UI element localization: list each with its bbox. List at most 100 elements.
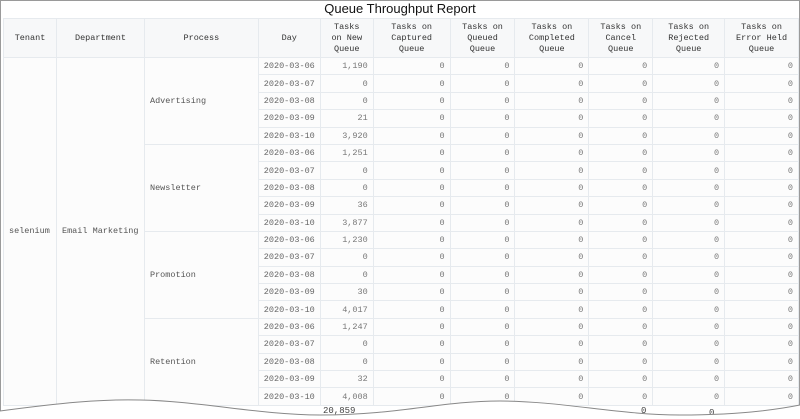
day-cell: 2020-03-08 (257, 178, 321, 198)
captured-queue-cell: 0 (372, 370, 451, 389)
new-queue-cell: 0 (319, 352, 374, 372)
cancel-queue-cell: 0 (588, 265, 654, 285)
column-header[interactable]: Tasks on Captured Queue (372, 18, 451, 58)
error-held-queue-cell: 0 (724, 178, 799, 198)
cancel-queue-cell: 0 (588, 143, 654, 163)
cancel-queue-cell: 0 (588, 213, 654, 232)
completed-queue-cell: 0 (514, 213, 590, 232)
completed-queue-cell: 0 (514, 370, 590, 389)
rejected-queue-cell: 0 (652, 196, 726, 215)
error-held-queue-cell: 0 (724, 91, 799, 111)
completed-queue-cell: 0 (514, 196, 590, 215)
error-held-queue-cell: 0 (724, 126, 799, 145)
error-held-queue-cell: 0 (724, 370, 799, 389)
new-queue-cell: 3,920 (319, 126, 374, 145)
captured-queue-cell: 0 (372, 196, 451, 215)
table-row: 2020-03-10 4,008 0 0 0 0 0 0 (4, 387, 799, 406)
cancel-queue-cell: 0 (588, 74, 654, 93)
column-header[interactable]: Tasks on Cancel Queue (588, 18, 654, 58)
rejected-queue-cell: 0 (652, 352, 726, 372)
rejected-queue-cell: 0 (652, 335, 726, 354)
column-header[interactable]: Tasks on New Queue (319, 18, 374, 58)
new-queue-cell: 0 (319, 335, 374, 354)
captured-queue-cell: 0 (372, 335, 451, 354)
day-cell: 2020-03-06 (257, 56, 321, 76)
column-header[interactable]: Tasks on Error Held Queue (724, 18, 799, 58)
new-queue-cell: 3,877 (319, 213, 374, 232)
column-header[interactable]: Process (143, 18, 259, 58)
cancel-queue-cell: 0 (588, 196, 654, 215)
completed-queue-cell: 0 (514, 74, 590, 93)
captured-queue-cell: 0 (372, 74, 451, 93)
day-cell: 2020-03-08 (257, 265, 321, 285)
cancel-queue-cell: 0 (588, 335, 654, 354)
tenant-cell: selenium (3, 57, 57, 406)
new-queue-cell: 0 (319, 74, 374, 93)
table-row: 2020-03-08 0 0 0 0 0 0 0 (4, 91, 799, 111)
captured-queue-cell: 0 (372, 248, 451, 267)
column-header[interactable]: Department (55, 18, 145, 58)
error-held-queue-cell: 0 (724, 143, 799, 163)
table-row: selenium Email Marketing Advertising 2020-0… (3, 56, 799, 406)
rejected-queue-cell: 0 (652, 213, 726, 232)
table-row: 2020-03-07 0 0 0 0 0 0 0 (4, 161, 799, 180)
captured-queue-cell: 0 (372, 143, 451, 163)
captured-queue-cell: 0 (372, 161, 451, 180)
day-cell: 2020-03-07 (257, 74, 321, 93)
queued-queue-cell: 0 (449, 248, 516, 267)
total-new-queue: 20,859 (323, 406, 356, 416)
captured-queue-cell: 0 (372, 91, 451, 111)
day-cell: 2020-03-06 (257, 317, 321, 337)
completed-queue-cell: 0 (514, 230, 590, 250)
new-queue-cell: 0 (319, 91, 374, 111)
completed-queue-cell: 0 (514, 265, 590, 285)
rejected-queue-cell: 0 (652, 74, 726, 93)
column-header[interactable]: Tasks on Rejected Queue (652, 18, 726, 58)
completed-queue-cell: 0 (514, 387, 590, 406)
error-held-queue-cell: 0 (724, 248, 799, 267)
captured-queue-cell: 0 (372, 109, 451, 128)
new-queue-cell: 0 (319, 265, 374, 285)
table-row: 2020-03-09 30 0 0 0 0 0 0 (4, 283, 799, 302)
day-cell: 2020-03-10 (257, 126, 321, 145)
queued-queue-cell: 0 (449, 178, 516, 198)
column-header[interactable]: Tasks on Queued Queue (449, 18, 516, 58)
new-queue-cell: 36 (319, 196, 374, 215)
day-cell: 2020-03-10 (257, 213, 321, 232)
table-row: 2020-03-10 3,920 0 0 0 0 0 0 (4, 126, 799, 145)
error-held-queue-cell: 0 (724, 74, 799, 93)
error-held-queue-cell: 0 (724, 213, 799, 232)
error-held-queue-cell: 0 (724, 335, 799, 354)
day-cell: 2020-03-09 (257, 196, 321, 215)
error-held-queue-cell: 0 (724, 387, 799, 406)
day-cell: 2020-03-09 (257, 109, 321, 128)
day-cell: 2020-03-06 (257, 230, 321, 250)
error-held-queue-cell: 0 (724, 161, 799, 180)
error-held-queue-cell: 0 (724, 265, 799, 285)
column-header[interactable]: Day (257, 18, 321, 58)
queued-queue-cell: 0 (449, 283, 516, 302)
table-row: 2020-03-09 21 0 0 0 0 0 0 (4, 109, 799, 128)
cancel-queue-cell: 0 (588, 109, 654, 128)
table-row: Newsletter 2020-03-06 1,251 0 0 0 0 0 0 (4, 143, 799, 232)
new-queue-cell: 32 (319, 370, 374, 389)
cancel-queue-cell: 0 (588, 126, 654, 145)
column-header[interactable]: Tenant (3, 18, 57, 58)
completed-queue-cell: 0 (514, 56, 590, 76)
rejected-queue-cell: 0 (652, 178, 726, 198)
process-cell: Newsletter (143, 143, 259, 232)
rejected-queue-cell: 0 (652, 387, 726, 406)
captured-queue-cell: 0 (372, 126, 451, 145)
table-row: 2020-03-10 3,877 0 0 0 0 0 0 (4, 213, 799, 232)
queued-queue-cell: 0 (449, 109, 516, 128)
column-header[interactable]: Tasks on Completed Queue (514, 18, 590, 58)
process-cell: Advertising (143, 57, 259, 145)
queued-queue-cell: 0 (449, 352, 516, 372)
day-cell: 2020-03-07 (257, 161, 321, 180)
rejected-queue-cell: 0 (652, 161, 726, 180)
queued-queue-cell: 0 (449, 370, 516, 389)
rejected-queue-cell: 0 (652, 300, 726, 319)
cancel-queue-cell: 0 (588, 300, 654, 319)
day-cell: 2020-03-08 (257, 91, 321, 111)
new-queue-cell: 1,251 (319, 143, 374, 163)
